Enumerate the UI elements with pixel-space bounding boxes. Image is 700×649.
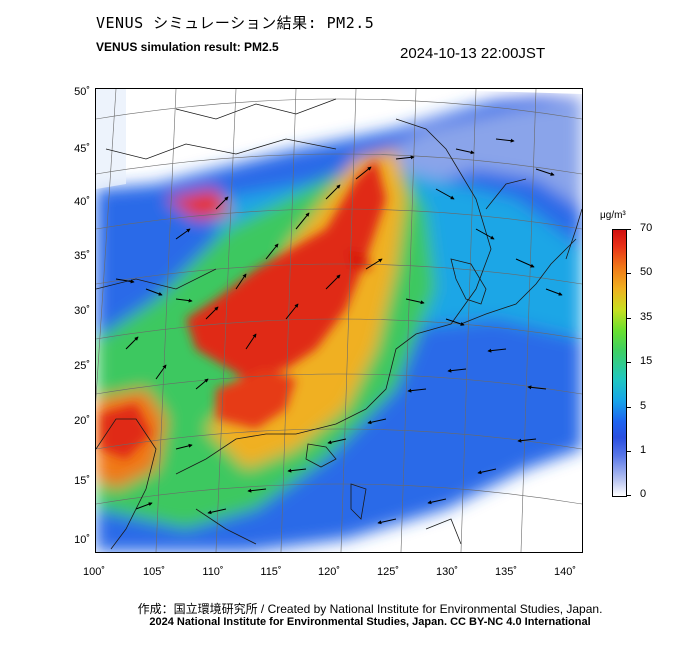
timestamp: 2024-10-13 22:00JST [400, 45, 546, 62]
lon-label-120: 120˚ [317, 566, 341, 578]
graticule [96, 89, 582, 552]
lon-label-135: 135˚ [494, 566, 518, 578]
colorbar-label-70: 70 [640, 222, 653, 234]
lat-label-20: 20˚ [74, 415, 90, 427]
title-english: VENUS simulation result: PM2.5 [96, 40, 279, 54]
colorbar-tick [626, 229, 631, 230]
lat-label-40: 40˚ [74, 196, 90, 208]
lon-label-100: 100˚ [82, 566, 106, 578]
lon-label-115: 115˚ [260, 566, 282, 578]
colorbar-label-15: 15 [640, 355, 653, 367]
lat-label-35: 35˚ [74, 250, 90, 262]
lat-label-10: 10˚ [74, 534, 90, 546]
lon-label-105: 105˚ [142, 566, 166, 578]
colorbar-label-5: 5 [640, 400, 647, 412]
lon-label-110: 110˚ [202, 566, 224, 578]
lon-label-130: 130˚ [435, 566, 459, 578]
colorbar-label-0: 0 [640, 488, 647, 500]
colorbar-label-1: 1 [640, 444, 647, 456]
lat-label-30: 30˚ [74, 305, 90, 317]
colorbar-tick [626, 273, 631, 274]
colorbar-tick [626, 451, 631, 452]
colorbar-tick [626, 318, 631, 319]
lon-label-125: 125˚ [376, 566, 400, 578]
title-japanese: VENUS シミュレーション結果: PM2.5 [96, 14, 375, 32]
colorbar-tick [626, 495, 631, 496]
colorbar [612, 229, 627, 497]
colorbar-label-35: 35 [640, 311, 653, 323]
map-canvas [96, 89, 582, 552]
lat-label-15: 15˚ [74, 475, 90, 487]
colorbar-tick [626, 362, 631, 363]
colorbar-label-50: 50 [640, 266, 653, 278]
lon-label-140: 140˚ [553, 566, 577, 578]
concentration-field [96, 89, 582, 552]
colorbar-tick [626, 407, 631, 408]
pm25-map [95, 88, 583, 553]
lat-label-50: 50˚ [74, 86, 90, 98]
copyright-line: 2024 National Institute for Environmenta… [149, 616, 591, 628]
wind-vectors [115, 138, 563, 525]
coastlines [96, 98, 582, 550]
colorbar-unit: μg/m³ [600, 210, 626, 221]
lat-label-25: 25˚ [74, 360, 90, 372]
credit-line: 作成：国立環境研究所 / Created by National Institu… [137, 602, 603, 616]
lat-label-45: 45˚ [74, 143, 90, 155]
